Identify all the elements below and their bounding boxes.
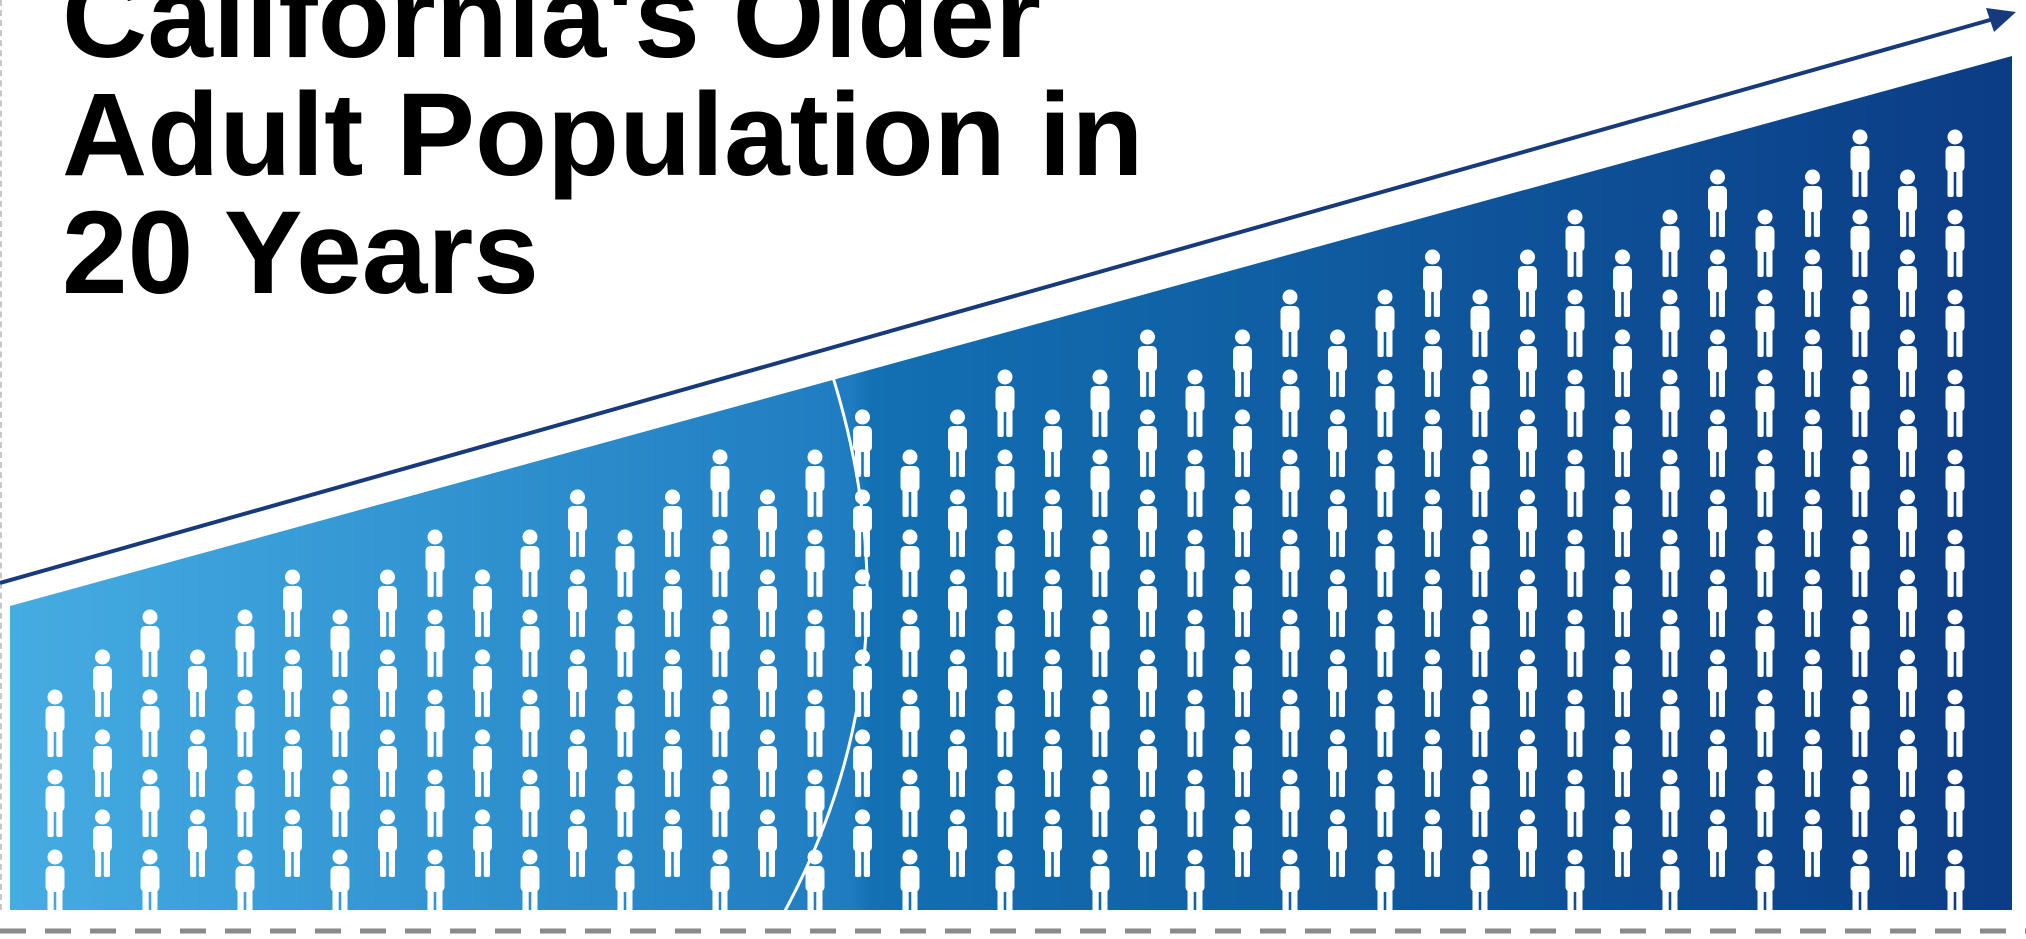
left-guide-line <box>0 0 2 910</box>
trend-arrow-icon <box>1986 8 2016 32</box>
title-line-1: California's Older <box>62 0 1041 83</box>
divider-arc <box>778 343 869 921</box>
title-line-2: Adult Population in <box>62 69 1144 201</box>
page-title: California's Older Adult Population in 2… <box>62 0 1144 319</box>
title-line-3: 20 Years <box>62 187 539 319</box>
trend-arrow-line <box>0 16 1998 585</box>
